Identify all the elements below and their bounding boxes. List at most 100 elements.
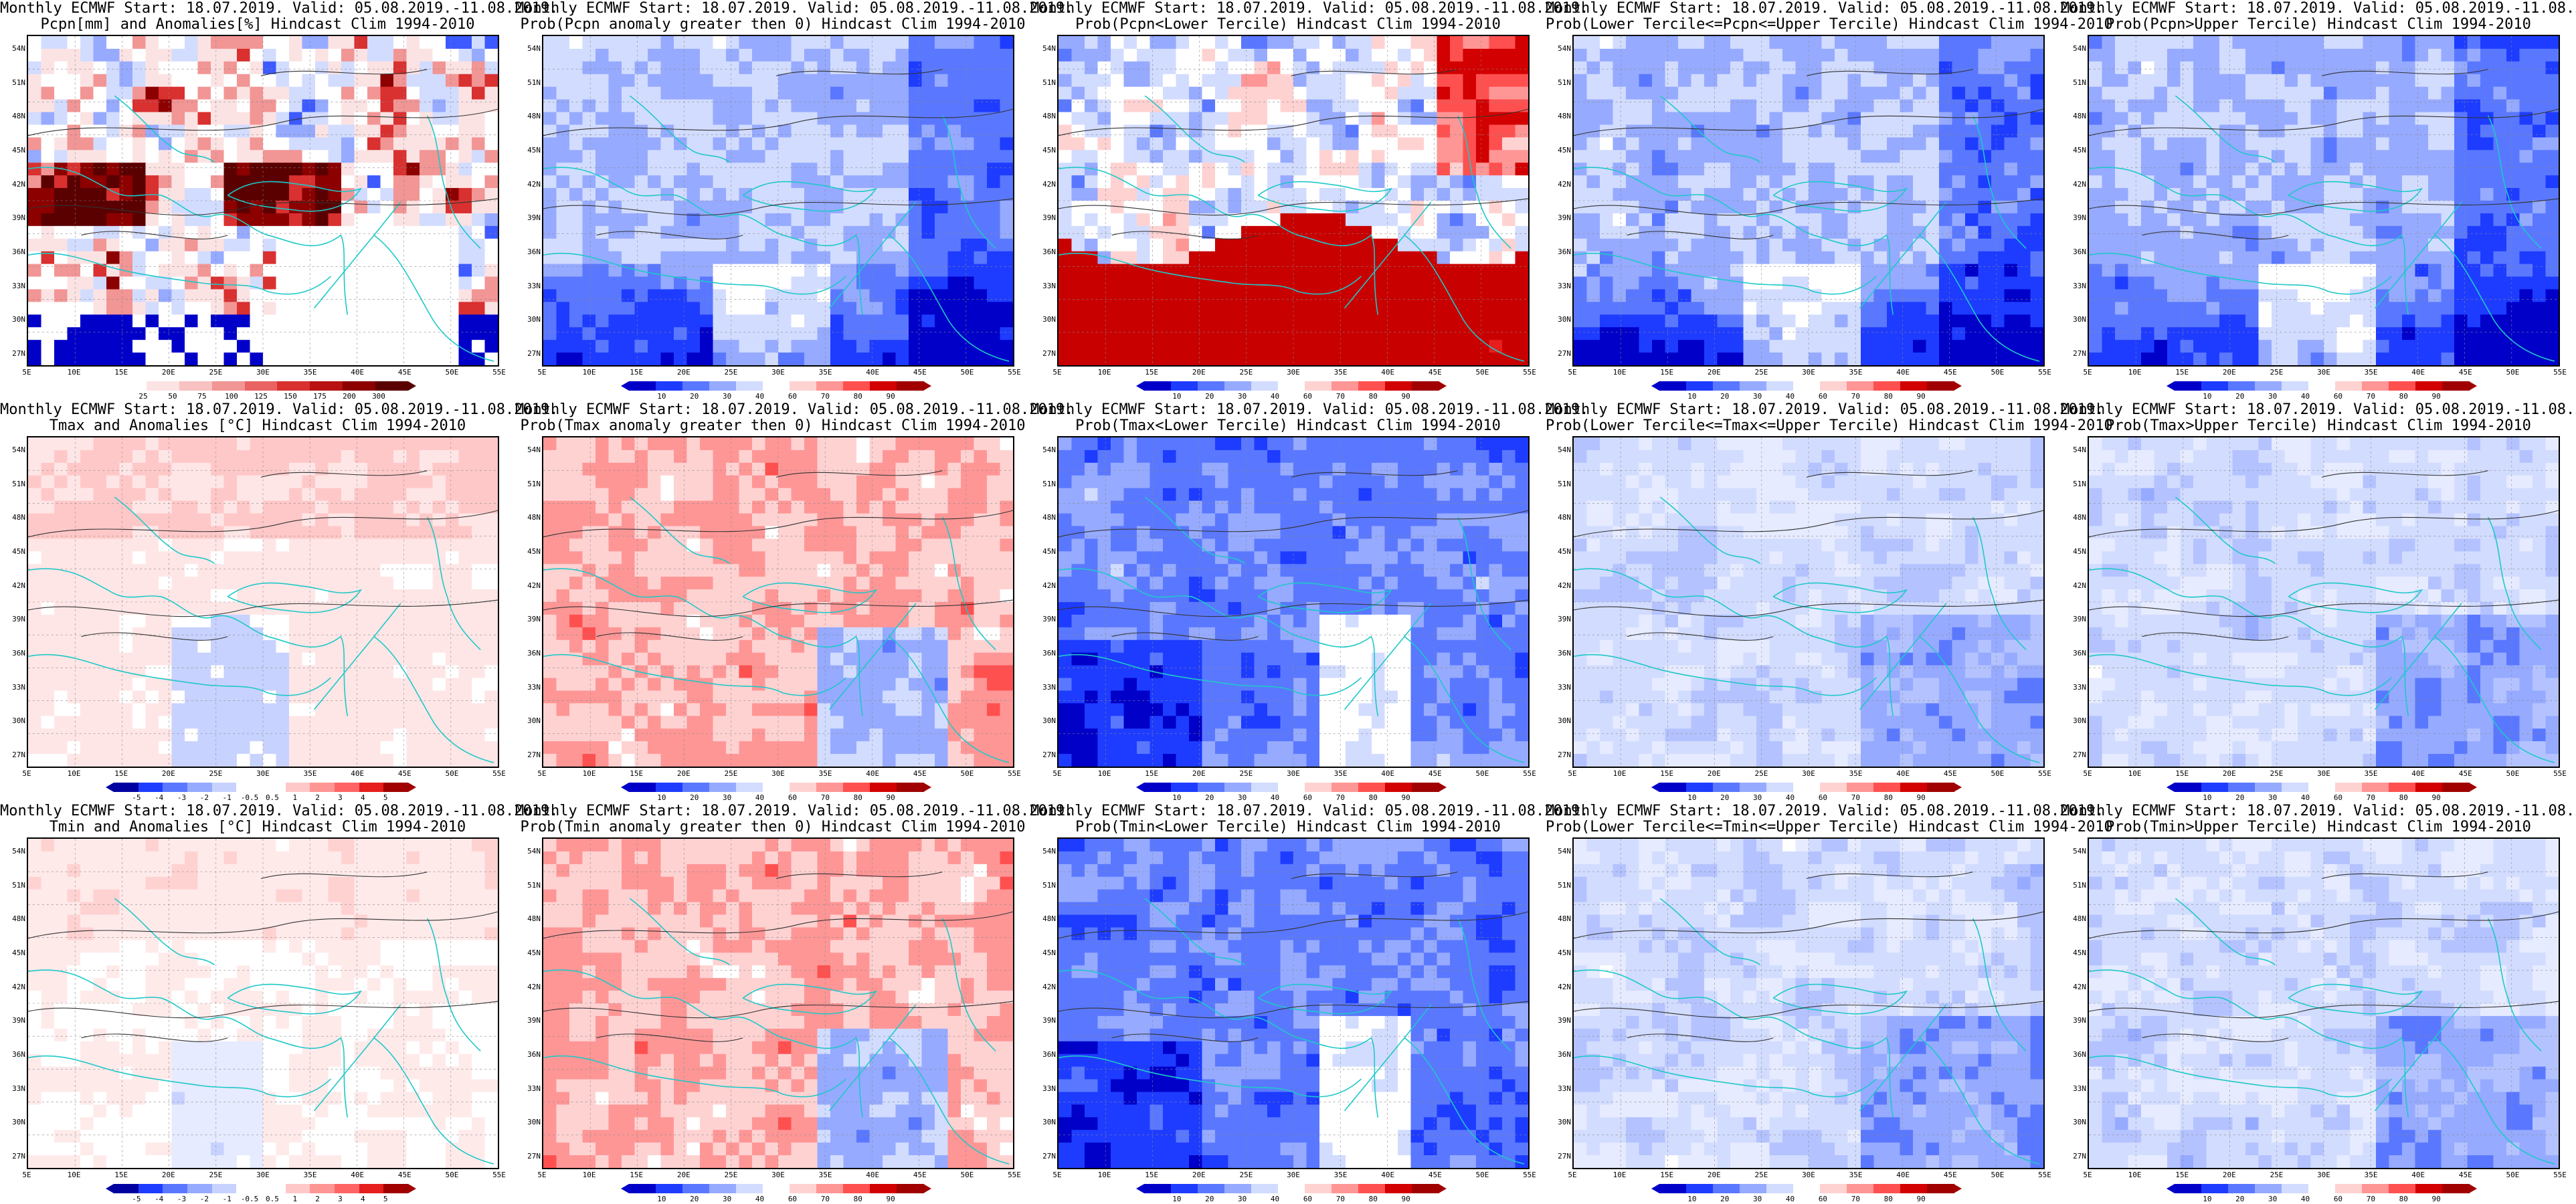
map-field	[1059, 36, 1528, 365]
colorbar-segment	[1713, 783, 1740, 792]
lat-label: 54N	[2073, 847, 2086, 856]
lon-label: 45E	[2458, 769, 2472, 778]
colorbar-tick-label: 80	[853, 392, 862, 401]
colorbar-segment	[2282, 783, 2309, 792]
lat-label: 30N	[12, 1118, 25, 1127]
colorbar	[2167, 381, 2477, 391]
colorbar-segment	[179, 381, 213, 391]
lon-label: 55E	[1523, 1171, 1536, 1179]
colorbar-segment	[2362, 783, 2389, 792]
lon-label: 35E	[818, 1171, 832, 1179]
lat-label: 48N	[527, 914, 541, 924]
lat-label: 39N	[12, 213, 25, 223]
lat-label: 30N	[527, 716, 541, 726]
lat-label: 54N	[527, 445, 541, 454]
map-field	[2089, 437, 2559, 767]
lon-label: 55E	[2553, 1171, 2567, 1179]
colorbar	[1136, 783, 1447, 792]
colorbar-segment	[736, 381, 763, 391]
lat-label: 33N	[527, 682, 541, 692]
lon-label: 5E	[22, 769, 31, 778]
lon-label: 25E	[1239, 1171, 1253, 1179]
panel-title-line1: Monthly ECMWF Start: 18.07.2019. Valid: …	[2061, 803, 2576, 819]
colorbar-segment	[211, 381, 246, 391]
colorbar-segment	[1224, 783, 1252, 792]
lat-label: 30N	[1558, 716, 1571, 726]
colorbar-segment	[1740, 381, 1767, 391]
colorbar-tick-label: -5	[132, 1195, 141, 1203]
colorbar-segment	[211, 783, 237, 792]
colorbar-segment	[2335, 381, 2363, 391]
colorbar-segment	[629, 783, 656, 792]
lon-label: 5E	[2083, 1171, 2092, 1179]
lat-label: 51N	[2073, 880, 2086, 890]
lon-label: 25E	[1239, 368, 1253, 377]
colorbar-arrow-left	[1136, 381, 1144, 391]
lat-label: 42N	[527, 581, 541, 590]
panel-title-line2: Prob(Lower Tercile<=Tmin<=Upper Tercile)…	[1546, 819, 2113, 835]
colorbar-tick-label: 40	[1270, 392, 1280, 401]
colorbar-tick-label: 1	[292, 793, 298, 802]
lon-label: 45E	[2458, 1171, 2472, 1179]
lon-label: 15E	[1660, 1171, 1674, 1179]
colorbar-tick-label: 5	[383, 793, 388, 802]
colorbar-segment	[1686, 1184, 1714, 1193]
lat-label: 27N	[12, 349, 25, 358]
lat-label: 39N	[12, 1016, 25, 1025]
colorbar-segment	[1171, 1184, 1198, 1193]
colorbar-tick-label: 70	[2366, 793, 2375, 802]
lon-label: 20E	[161, 368, 175, 377]
lat-label: 51N	[1558, 880, 1571, 890]
lon-label: 45E	[2458, 368, 2472, 377]
map-panel-p31: Monthly ECMWF Start: 18.07.2019. Valid: …	[0, 803, 558, 1204]
colorbar-arrow-right	[1954, 381, 1962, 391]
lon-label: 45E	[1943, 769, 1957, 778]
lon-label: 30E	[2317, 1171, 2330, 1179]
colorbar-segment	[2335, 1184, 2363, 1193]
lon-label: 40E	[1381, 769, 1395, 778]
map-panel-p24: Monthly ECMWF Start: 18.07.2019. Valid: …	[1546, 401, 2113, 803]
map-panel-p11: Monthly ECMWF Start: 18.07.2019. Valid: …	[0, 0, 558, 401]
colorbar-segment	[1171, 783, 1198, 792]
colorbar-segment	[310, 783, 335, 792]
lat-label: 45N	[1042, 547, 1056, 556]
map-area	[2088, 436, 2560, 768]
colorbar-tick-label: 40	[755, 793, 765, 802]
lat-label: 27N	[1042, 349, 1056, 358]
lat-label: 48N	[1042, 112, 1056, 121]
colorbar-tick-label: -3	[177, 793, 187, 802]
colorbar-tick-label: 10	[1172, 793, 1182, 802]
lat-label: 39N	[527, 615, 541, 624]
colorbar-arrow-right	[1439, 783, 1447, 792]
colorbar-segment	[736, 1184, 763, 1193]
lon-label: 20E	[1707, 1171, 1721, 1179]
lat-label: 33N	[12, 1084, 25, 1093]
map-field	[543, 437, 1013, 767]
colorbar-arrow-left	[106, 1184, 114, 1193]
lat-label: 36N	[1042, 247, 1056, 256]
lon-label: 35E	[303, 1171, 317, 1179]
panel-title-line1: Monthly ECMWF Start: 18.07.2019. Valid: …	[515, 0, 1074, 17]
colorbar-tick-label: 40	[1785, 392, 1795, 401]
lat-label: 39N	[2073, 1016, 2086, 1025]
colorbar-segment	[1659, 1184, 1687, 1193]
colorbar	[621, 381, 931, 391]
colorbar-tick-label: 90	[2431, 793, 2441, 802]
colorbar-segment	[285, 783, 310, 792]
colorbar-tick-label: 30	[723, 392, 732, 401]
colorbar-segment	[1659, 783, 1687, 792]
map-panel-p34: Monthly ECMWF Start: 18.07.2019. Valid: …	[1546, 803, 2113, 1204]
colorbar-tick-label: 300	[372, 392, 385, 401]
lon-label: 35E	[818, 368, 832, 377]
lat-label: 48N	[1558, 112, 1571, 121]
lat-label: 33N	[2073, 1084, 2086, 1093]
colorbar-tick-label: 80	[853, 1195, 862, 1203]
colorbar-tick-label: 70	[820, 793, 830, 802]
lon-label: 35E	[1849, 769, 1863, 778]
lat-label: 36N	[1558, 649, 1571, 658]
colorbar-segment	[1251, 783, 1279, 792]
lon-label: 25E	[1754, 1171, 1768, 1179]
colorbar-tick-label: 30	[723, 1195, 732, 1203]
lon-label: 50E	[1475, 1171, 1489, 1179]
